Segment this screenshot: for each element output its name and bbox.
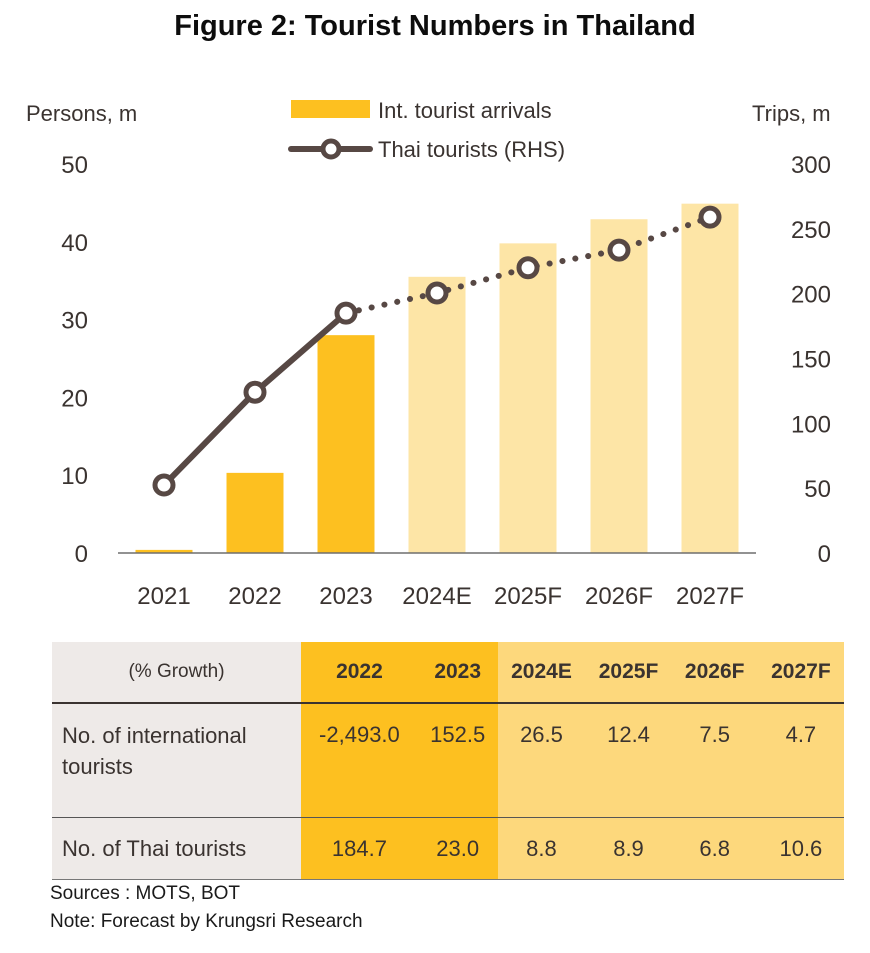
chart: Persons, m Trips, m Int. tourist arrival… [26,98,831,610]
y-tick-left: 0 [75,541,88,568]
y-axis-label-right: Trips, m [752,101,831,126]
row-label-international: No. of international tourists [52,703,301,818]
table-col-header: 2026F [671,642,758,703]
bar-2023 [317,335,375,553]
legend-label-bars: Int. tourist arrivals [378,98,552,123]
table-cell: 10.6 [757,817,844,880]
y-tick-left: 50 [61,152,88,179]
table-cell: 26.5 [497,703,586,818]
table-col-header: 2025F [585,642,672,703]
y-tick-left: 10 [61,463,88,490]
forecast-note: Note: Forecast by Krungsri Research [50,911,363,932]
y-tick-right: 50 [804,476,831,503]
table-cell: 184.7 [301,817,418,880]
sources-note: Sources : MOTS, BOT [50,883,241,904]
bar-2024E [408,276,466,553]
x-tick: 2021 [137,583,190,610]
table-cell: 23.0 [417,817,498,880]
y-tick-right: 250 [791,217,831,244]
table-cell: 12.4 [585,703,672,818]
table-col-header: 2022 [301,642,418,703]
y-tick-left: 30 [61,308,88,335]
bar-2025F [499,243,557,553]
x-tick: 2027F [676,583,744,610]
legend-label-line: Thai tourists (RHS) [378,137,565,162]
y-tick-right: 300 [791,152,831,179]
x-tick: 2025F [494,583,562,610]
y-tick-left: 20 [61,385,88,412]
legend-line-marker [320,138,342,160]
y-tick-left: 40 [61,230,88,257]
table-row: No. of Thai tourists 184.7 23.0 8.8 8.9 … [52,817,844,880]
bar-2026F [590,219,648,553]
table-cell: 4.7 [757,703,844,818]
table-cell: -2,493.0 [301,703,418,818]
y-axis-label-left: Persons, m [26,101,137,126]
y-tick-right: 100 [791,411,831,438]
y-tick-right: 0 [818,541,831,568]
bar-2022 [226,472,284,553]
marker-2025F [516,256,540,280]
table-header-label: (% Growth) [52,642,301,703]
y-tick-right: 200 [791,282,831,309]
footnotes: Sources : MOTS, BOT Note: Forecast by Kr… [50,880,363,936]
marker-2024E [425,281,449,305]
row-label-thai: No. of Thai tourists [52,817,301,880]
y-tick-right: 150 [791,347,831,374]
table-header-row: (% Growth) 2022 2023 2024E 2025F 2026F 2… [52,642,844,703]
x-tick: 2024E [402,583,471,610]
table-col-header: 2024E [497,642,586,703]
marker-2022 [243,380,267,404]
marker-2021 [152,473,176,497]
bar-2021 [135,549,193,553]
bar-2027F [681,203,739,554]
chart-title: Figure 2: Tourist Numbers in Thailand [174,10,696,42]
table-row: No. of international tourists -2,493.0 1… [52,703,844,818]
x-tick: 2026F [585,583,653,610]
legend: Int. tourist arrivals Thai tourists (RHS… [288,98,565,162]
marker-2027F [698,205,722,229]
growth-table: (% Growth) 2022 2023 2024E 2025F 2026F 2… [52,642,844,880]
x-tick: 2023 [319,583,372,610]
table-cell: 8.9 [585,817,672,880]
marker-2023 [334,301,358,325]
marker-2026F [607,238,631,262]
table-col-header: 2027F [757,642,844,703]
legend-bar-swatch [291,100,370,118]
table-cell: 152.5 [417,703,498,818]
table-col-header: 2023 [417,642,498,703]
x-tick: 2022 [228,583,281,610]
line-thai-forecast [343,214,713,317]
table-cell: 8.8 [497,817,586,880]
table-cell: 6.8 [671,817,758,880]
table-cell: 7.5 [671,703,758,818]
